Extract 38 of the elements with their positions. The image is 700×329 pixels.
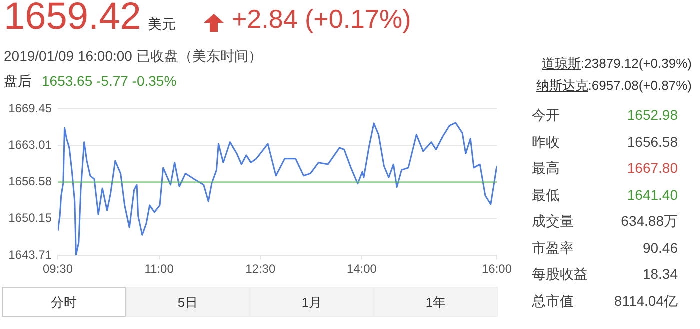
x-tick-label: 09:30 (42, 262, 74, 276)
text: 1年 (374, 287, 498, 317)
text: 分时 (2, 287, 126, 317)
text: 8114.04亿 (614, 292, 678, 310)
text: 纳斯达克:6957.08(+0.87%) (536, 77, 692, 95)
text: 2019/01/09 16:00:00 已收盘（美东时间） (4, 48, 262, 66)
y-tick-label: 1643.71 (8, 248, 52, 262)
text: 最高 (532, 160, 560, 178)
text: 最低 (532, 186, 560, 204)
y-tick-label: 1650.15 (8, 211, 52, 226)
text: 90.46 (642, 240, 678, 256)
text: 成交量 (532, 213, 574, 231)
x-tick-label: 11:00 (144, 262, 174, 276)
text: 市盈率 (532, 240, 574, 258)
text: 昨收 (532, 134, 560, 152)
y-tick-label: 1663.01 (8, 138, 52, 152)
text: 1月 (250, 287, 374, 317)
text: 美元 (148, 16, 176, 34)
y-tick-label: 1669.45 (8, 101, 52, 116)
text: +2.84 (+0.17%) (232, 4, 412, 35)
x-tick-label: 16:00 (482, 262, 512, 276)
text: 1641.40 (627, 186, 678, 202)
text: 1653.65 -5.77 -0.35% (42, 73, 177, 89)
text: 总市值 (532, 292, 574, 310)
chart-title: 1659.42 (4, 0, 142, 39)
text: 1667.80 (627, 160, 678, 176)
text: 盘后 (4, 73, 32, 91)
text: 18.34 (642, 266, 678, 282)
text: 634.88万 (621, 213, 678, 231)
x-tick-label: 14:00 (346, 262, 378, 276)
text: 1652.98 (627, 107, 678, 123)
text: 今开 (532, 107, 560, 125)
x-tick-label: 12:30 (246, 262, 276, 276)
text: 1656.58 (627, 134, 678, 150)
text: 5日 (126, 287, 250, 317)
text: 每股收益 (532, 266, 588, 284)
y-tick-label: 1656.58 (8, 174, 52, 189)
text: 道琼斯:23879.12(+0.39%) (542, 55, 692, 73)
